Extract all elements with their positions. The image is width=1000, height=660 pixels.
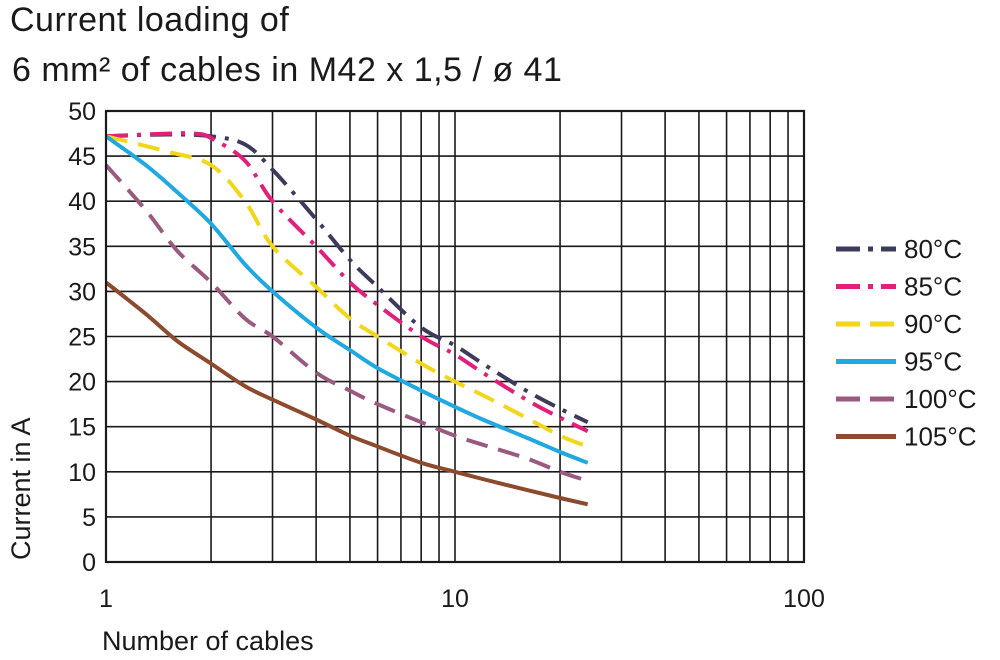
y-tick-label: 30 xyxy=(68,278,96,306)
series-line xyxy=(105,132,589,424)
grid-lines xyxy=(106,111,804,562)
y-tick-label: 10 xyxy=(68,459,96,487)
legend-label: 105°C xyxy=(904,422,977,452)
legend-label: 85°C xyxy=(904,272,962,302)
series-line xyxy=(105,134,589,449)
y-tick-label: 25 xyxy=(68,324,96,352)
y-tick-label: 20 xyxy=(68,369,96,397)
y-tick-label: 5 xyxy=(82,504,96,532)
chart-title: Current loading of xyxy=(10,1,290,39)
y-tick-label: 40 xyxy=(68,188,96,216)
chart-subtitle: 6 mm² of cables in M42 x 1,5 / ø 41 xyxy=(12,51,563,89)
plot-border xyxy=(104,109,806,564)
y-tick-label: 0 xyxy=(82,549,96,577)
legend: 80°C 85°C 90°C 95°C 100°C 105°C xyxy=(836,234,977,452)
x-tick-label: 1 xyxy=(99,585,113,613)
series-line xyxy=(104,163,589,483)
x-tick-label: 100 xyxy=(783,585,825,613)
y-tick-labels: 0 5 10 15 20 25 30 35 40 45 50 xyxy=(68,98,96,577)
legend-label: 100°C xyxy=(904,384,977,414)
y-tick-label: 15 xyxy=(68,414,96,442)
x-tick-label: 10 xyxy=(441,585,469,613)
series-line xyxy=(104,280,589,507)
series-line xyxy=(105,131,589,434)
y-tick-label: 45 xyxy=(68,143,96,171)
y-tick-label: 35 xyxy=(68,233,96,261)
plot-frame xyxy=(104,109,806,564)
legend-label: 80°C xyxy=(904,234,962,264)
y-tick-label: 50 xyxy=(68,98,96,126)
x-tick-labels: 1 10 100 xyxy=(99,585,825,613)
legend-label: 95°C xyxy=(904,347,962,377)
series-lines xyxy=(104,131,589,507)
legend-label: 90°C xyxy=(904,309,962,339)
series-line xyxy=(104,134,589,465)
y-axis-label: Current in A xyxy=(6,417,36,560)
x-axis-label: Number of cables xyxy=(102,626,314,656)
